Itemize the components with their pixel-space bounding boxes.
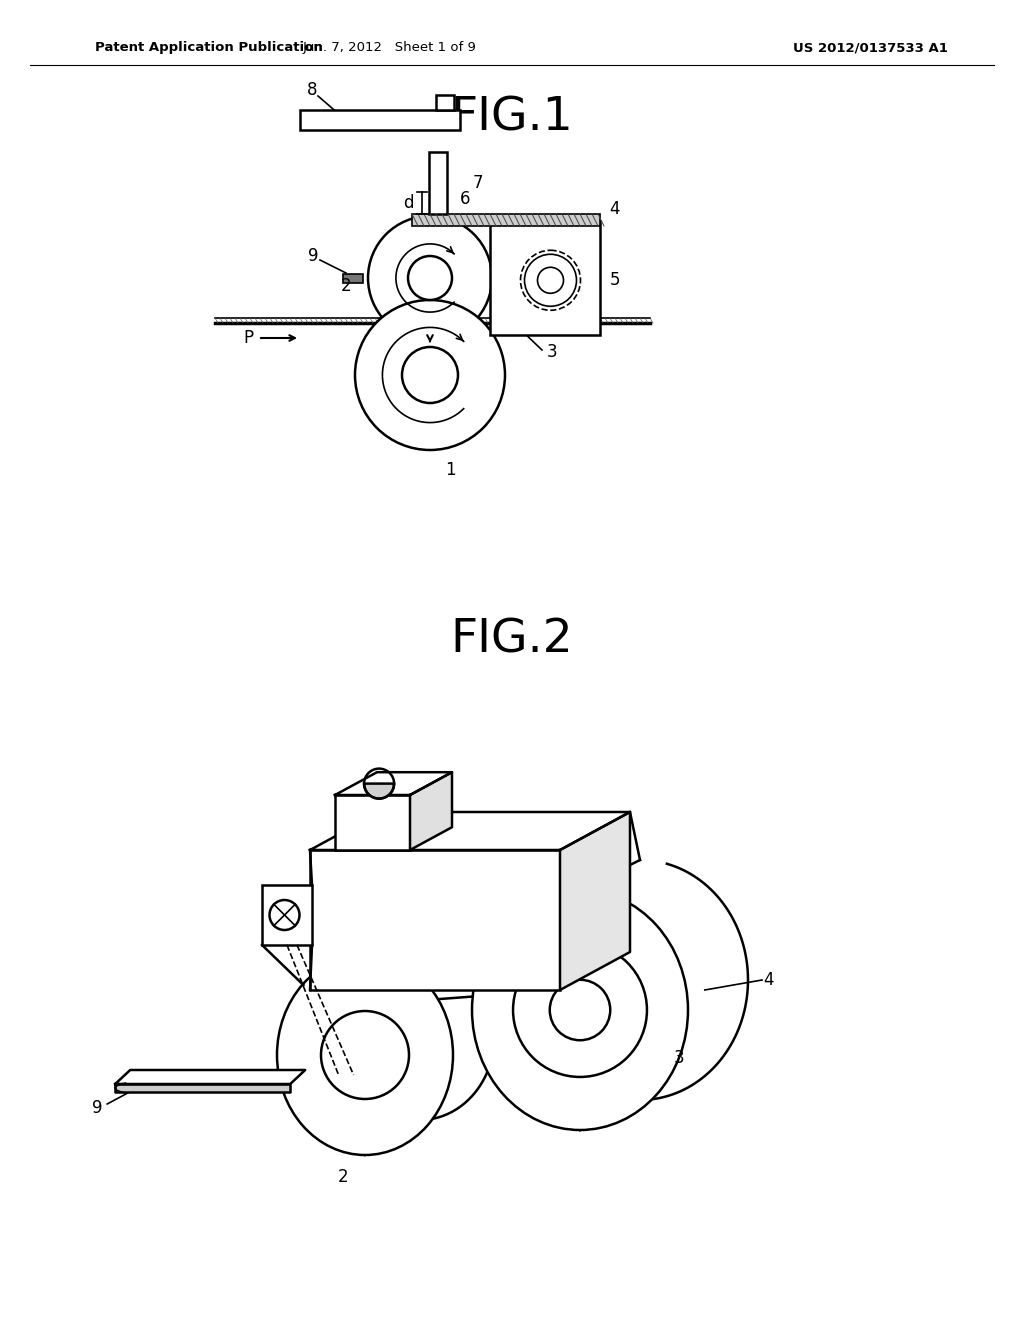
Bar <box>300 110 460 129</box>
Text: 6: 6 <box>460 190 470 209</box>
Polygon shape <box>115 1071 305 1084</box>
Polygon shape <box>115 1084 290 1092</box>
Circle shape <box>408 256 452 300</box>
Text: 8: 8 <box>307 81 317 99</box>
Text: 3: 3 <box>674 1049 684 1067</box>
Bar <box>490 220 600 335</box>
Text: 4: 4 <box>609 201 621 218</box>
Bar <box>412 214 600 226</box>
Text: FIG.2: FIG.2 <box>451 618 573 663</box>
Text: 2: 2 <box>341 277 351 294</box>
Bar <box>335 795 410 850</box>
Text: 2: 2 <box>338 1168 348 1185</box>
Polygon shape <box>310 812 630 850</box>
Text: 1: 1 <box>444 461 456 479</box>
Bar <box>429 152 447 214</box>
Text: US 2012/0137533 A1: US 2012/0137533 A1 <box>793 41 947 54</box>
Text: FIG.1: FIG.1 <box>451 95 573 140</box>
Text: 9: 9 <box>92 1100 102 1117</box>
Polygon shape <box>410 772 452 850</box>
Text: 9: 9 <box>308 247 318 265</box>
Circle shape <box>368 216 492 341</box>
Text: 4: 4 <box>763 972 773 989</box>
Circle shape <box>550 979 610 1040</box>
Circle shape <box>321 1011 409 1100</box>
Text: d: d <box>402 194 414 213</box>
Text: 7: 7 <box>473 174 483 191</box>
Bar <box>310 850 560 990</box>
Ellipse shape <box>278 954 453 1155</box>
Bar <box>436 95 454 110</box>
Text: P: P <box>243 329 253 347</box>
Bar <box>262 884 312 945</box>
Ellipse shape <box>472 890 688 1130</box>
Polygon shape <box>335 772 452 795</box>
Polygon shape <box>560 812 630 990</box>
Circle shape <box>355 300 505 450</box>
Text: 5: 5 <box>609 272 621 289</box>
Text: Jun. 7, 2012   Sheet 1 of 9: Jun. 7, 2012 Sheet 1 of 9 <box>303 41 477 54</box>
Circle shape <box>513 942 647 1077</box>
Circle shape <box>402 347 458 403</box>
Circle shape <box>524 255 577 306</box>
Circle shape <box>269 900 299 931</box>
Circle shape <box>538 267 563 293</box>
Wedge shape <box>365 784 394 799</box>
Text: 3: 3 <box>547 343 557 360</box>
Text: Patent Application Publication: Patent Application Publication <box>95 41 323 54</box>
Bar <box>343 275 362 282</box>
